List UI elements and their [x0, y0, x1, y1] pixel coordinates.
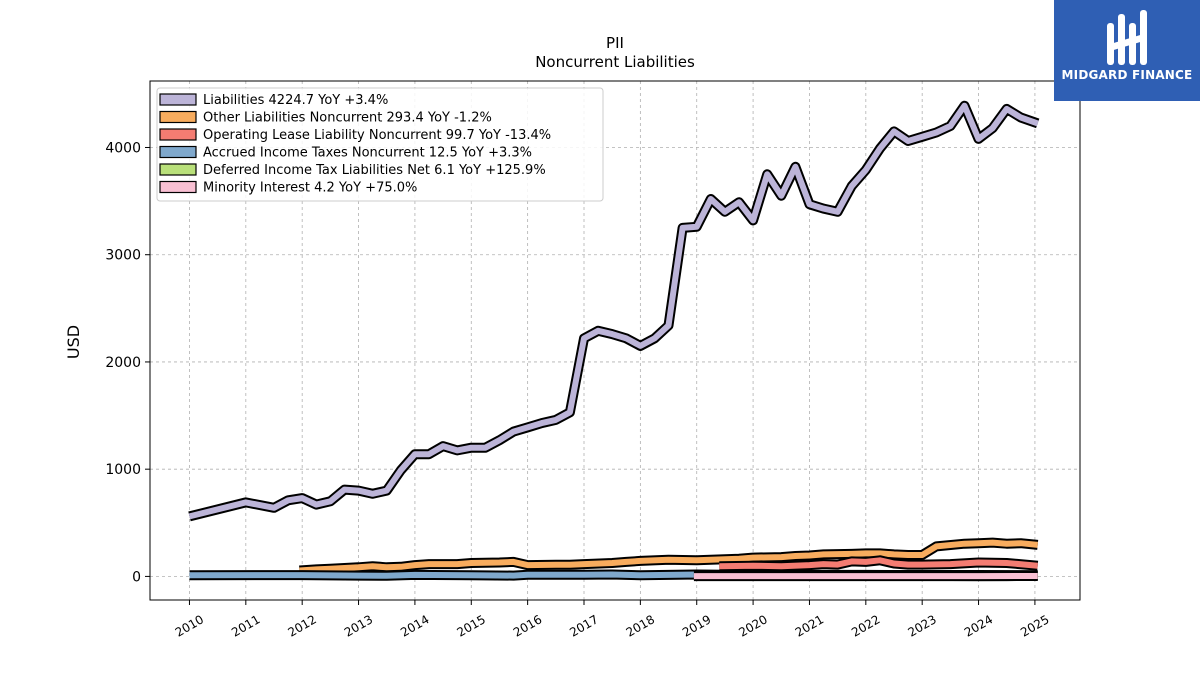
series-layer	[188, 100, 1040, 582]
x-tick-label-2018: 2018	[624, 612, 657, 639]
x-tick-label-2020: 2020	[736, 612, 769, 639]
x-tick-label-2019: 2019	[680, 612, 713, 639]
series-2	[719, 555, 1039, 572]
x-tick-label-2023: 2023	[905, 612, 938, 639]
midgard-finance-logo: MIDGARD FINANCE	[1054, 0, 1200, 101]
series-line-2	[719, 557, 1038, 570]
legend-swatch-1	[159, 110, 197, 124]
x-tick-label-2017: 2017	[567, 612, 600, 639]
legend-swatch-0	[159, 93, 197, 106]
legend-entry-0: Liabilities 4224.7 YoY +3.4%	[203, 93, 388, 108]
x-tick-label-2025: 2025	[1018, 612, 1051, 639]
x-tick-label-2010: 2010	[173, 612, 206, 639]
legend-box	[156, 87, 604, 202]
x-tick-label-2015: 2015	[455, 612, 488, 639]
x-tick-label-2024: 2024	[962, 612, 995, 639]
chart-subtitle: Noncurrent Liabilities	[535, 53, 695, 71]
legend-swatch-2	[159, 128, 197, 141]
y-axis-label: USD	[64, 325, 83, 359]
legend-swatch-4	[159, 163, 197, 176]
series-line-1	[299, 539, 1039, 574]
legend-swatch-5	[159, 180, 197, 194]
legend-entry-4: Deferred Income Tax Liabilities Net 6.1 …	[203, 163, 546, 178]
logo-mark-icon	[1107, 10, 1147, 65]
y-tick-label-4000: 4000	[105, 140, 141, 156]
x-tick-label-2014: 2014	[398, 612, 431, 639]
series-0	[188, 100, 1040, 522]
series-line-0	[188, 102, 1039, 520]
y-tick-label-3000: 3000	[105, 248, 141, 264]
y-tick-label-0: 0	[132, 569, 141, 585]
legend-entry-1: Other Liabilities Noncurrent 293.4 YoY -…	[203, 111, 492, 126]
y-tick-label-2000: 2000	[105, 355, 141, 371]
y-tick-label-1000: 1000	[105, 462, 141, 478]
x-tick-label-2022: 2022	[849, 612, 882, 639]
legend-swatch-3	[159, 145, 197, 159]
x-tick-label-2011: 2011	[229, 612, 262, 639]
plot-frame	[149, 80, 1081, 601]
chart-title: PII	[606, 34, 624, 52]
x-tick-label-2021: 2021	[793, 612, 826, 639]
legend-entry-3: Accrued Income Taxes Noncurrent 12.5 YoY…	[203, 146, 532, 161]
x-tick-label-2013: 2013	[342, 612, 375, 639]
x-tick-label-2012: 2012	[285, 612, 318, 639]
logo-text: MIDGARD FINANCE	[1061, 68, 1193, 82]
series-1	[299, 537, 1039, 576]
x-tick-label-2016: 2016	[511, 612, 544, 639]
legend: Liabilities 4224.7 YoY +3.4% Other Liabil…	[156, 87, 604, 202]
legend-entry-5: Minority Interest 4.2 YoY +75.0%	[203, 181, 417, 196]
legend-entry-2: Operating Lease Liability Noncurrent 99.…	[203, 128, 551, 143]
